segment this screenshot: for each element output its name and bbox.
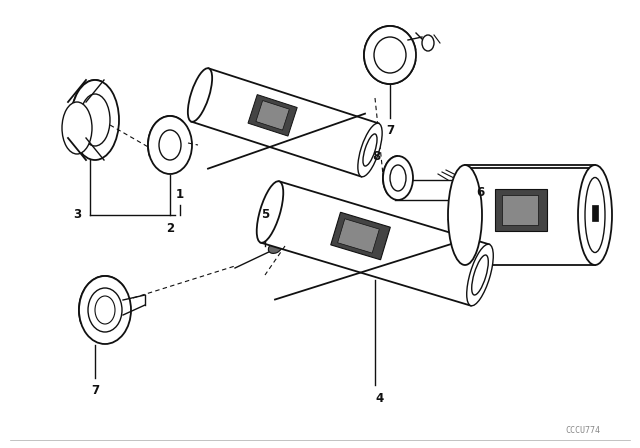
Bar: [261, 181, 489, 306]
Text: 6: 6: [476, 186, 484, 199]
Text: 7: 7: [91, 383, 99, 396]
Ellipse shape: [467, 244, 493, 306]
Ellipse shape: [151, 127, 165, 163]
Ellipse shape: [585, 177, 605, 253]
Text: 1: 1: [176, 189, 184, 202]
Ellipse shape: [448, 165, 482, 265]
Ellipse shape: [62, 102, 92, 154]
Ellipse shape: [80, 94, 110, 146]
Text: 8: 8: [372, 150, 380, 163]
Ellipse shape: [159, 130, 181, 160]
Bar: [256, 100, 289, 130]
Ellipse shape: [175, 127, 189, 163]
Bar: [338, 219, 380, 253]
Ellipse shape: [188, 68, 212, 122]
Bar: [465, 165, 595, 265]
Ellipse shape: [422, 35, 434, 51]
Ellipse shape: [364, 26, 416, 84]
Bar: [502, 195, 538, 225]
Ellipse shape: [383, 156, 413, 200]
Bar: [495, 189, 547, 231]
Ellipse shape: [257, 181, 284, 243]
Ellipse shape: [578, 165, 612, 265]
Ellipse shape: [390, 165, 406, 191]
Bar: [592, 205, 598, 221]
Bar: [191, 69, 379, 177]
Ellipse shape: [79, 276, 131, 344]
Bar: [248, 95, 297, 136]
Ellipse shape: [268, 242, 282, 254]
Ellipse shape: [148, 116, 192, 174]
Text: 3: 3: [73, 208, 81, 221]
Text: 2: 2: [166, 221, 174, 234]
Text: CCCU774: CCCU774: [565, 426, 600, 435]
Text: 7: 7: [386, 124, 394, 137]
Ellipse shape: [163, 127, 177, 163]
Text: 5: 5: [261, 208, 269, 221]
Ellipse shape: [169, 127, 183, 163]
Ellipse shape: [363, 134, 377, 166]
Ellipse shape: [358, 123, 382, 177]
Bar: [331, 212, 390, 260]
Ellipse shape: [157, 127, 171, 163]
Text: 4: 4: [376, 392, 384, 405]
Ellipse shape: [95, 296, 115, 324]
Ellipse shape: [472, 255, 488, 295]
Ellipse shape: [88, 288, 122, 332]
Ellipse shape: [374, 37, 406, 73]
Ellipse shape: [71, 80, 119, 160]
